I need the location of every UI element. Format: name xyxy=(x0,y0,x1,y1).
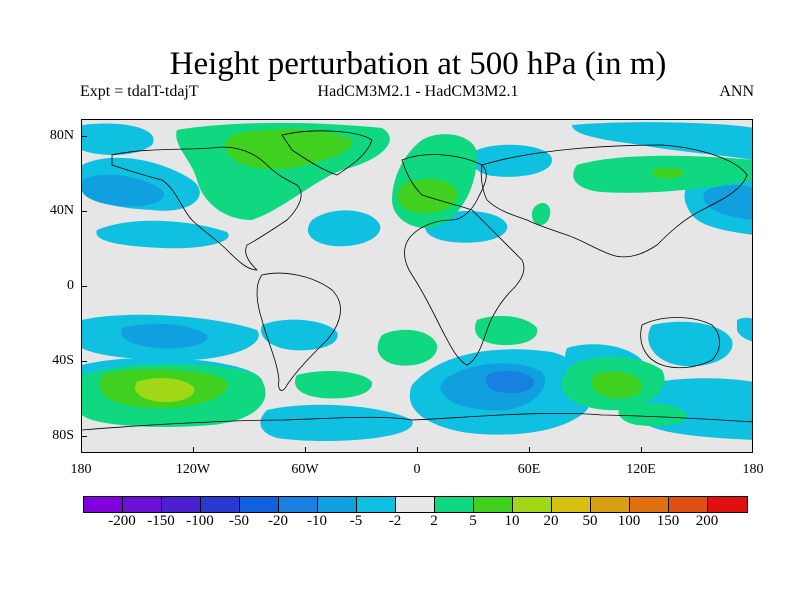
region xyxy=(485,370,535,394)
region xyxy=(737,317,752,342)
lat-label-80n: 80N xyxy=(49,128,74,143)
lat-label-80s: 80S xyxy=(52,428,74,443)
region xyxy=(591,371,643,399)
colorbar-swatch xyxy=(279,497,318,512)
south-america-coast xyxy=(256,272,341,391)
region xyxy=(121,323,208,349)
region xyxy=(96,220,229,249)
colorbar-label: 20 xyxy=(543,513,559,529)
lat-label-eq: 0 xyxy=(67,278,74,293)
lon-tick xyxy=(641,447,642,453)
greenland-coast xyxy=(281,130,373,176)
region xyxy=(134,378,195,403)
colorbar-swatch xyxy=(123,497,162,512)
lat-tick xyxy=(81,361,87,362)
lat-tick xyxy=(81,211,87,212)
region xyxy=(82,123,154,155)
lon-label-120e: 120E xyxy=(626,462,656,477)
region xyxy=(82,174,164,207)
lon-label-60e: 60E xyxy=(517,462,541,477)
region xyxy=(261,319,338,351)
asia-coast xyxy=(480,144,748,258)
contour-field xyxy=(82,122,752,441)
lon-tick xyxy=(529,447,530,453)
colorbar-swatch xyxy=(591,497,630,512)
region xyxy=(703,185,752,220)
colorbar-label: 2 xyxy=(430,513,438,529)
colorbar-label: 200 xyxy=(695,513,719,529)
colorbar-swatch xyxy=(513,497,552,512)
colorbar-label: -20 xyxy=(268,513,288,529)
colorbar-swatch xyxy=(396,497,435,512)
colorbar-swatch xyxy=(474,497,513,512)
lon-label-120w: 120W xyxy=(175,462,211,477)
lat-label-40s: 40S xyxy=(52,353,74,368)
lat-tick xyxy=(81,436,87,437)
lon-tick xyxy=(417,447,418,453)
lat-label-40n: 40N xyxy=(49,203,74,218)
region xyxy=(648,321,733,367)
lon-tick xyxy=(305,447,306,453)
colorbar-label: 5 xyxy=(469,513,477,529)
north-america-coast xyxy=(111,146,302,271)
colorbar-swatch xyxy=(240,497,279,512)
region xyxy=(652,167,684,179)
colorbar-label: -10 xyxy=(307,513,327,529)
region xyxy=(474,315,538,346)
europe-africa-coast xyxy=(401,154,525,366)
lon-tick xyxy=(193,447,194,453)
colorbar-label: -5 xyxy=(349,513,363,529)
colorbar xyxy=(83,496,748,513)
colorbar-label: -50 xyxy=(229,513,249,529)
colorbar-label: 150 xyxy=(656,513,680,529)
model-label: HadCM3M2.1 - HadCM3M2.1 xyxy=(317,83,519,100)
lon-label-60w: 60W xyxy=(291,462,319,477)
colorbar-swatch xyxy=(318,497,357,512)
lat-tick xyxy=(81,136,87,137)
colorbar-label: -2 xyxy=(388,513,402,529)
colorbar-swatch xyxy=(630,497,669,512)
region xyxy=(225,128,353,170)
season-label: ANN xyxy=(719,83,754,100)
colorbar-label: -100 xyxy=(186,513,214,529)
region xyxy=(260,404,413,441)
region xyxy=(572,122,752,160)
region xyxy=(531,203,551,226)
plot-title: Height perturbation at 500 hPa (in m) xyxy=(169,46,667,82)
colorbar-swatch xyxy=(669,497,708,512)
colorbar-swatch xyxy=(552,497,591,512)
colorbar-label: 10 xyxy=(504,513,520,529)
map-panel xyxy=(81,119,753,453)
colorbar-label: -150 xyxy=(147,513,175,529)
colorbar-swatch xyxy=(84,497,123,512)
australia-coast xyxy=(640,317,720,369)
colorbar-swatch xyxy=(708,497,747,512)
coastlines xyxy=(82,130,752,431)
colorbar-swatch xyxy=(201,497,240,512)
colorbar-label: 50 xyxy=(582,513,598,529)
region xyxy=(294,370,373,399)
colorbar-swatch xyxy=(162,497,201,512)
colorbar-label: -200 xyxy=(108,513,136,529)
colorbar-swatch xyxy=(357,497,396,512)
region xyxy=(471,144,552,177)
region xyxy=(307,210,381,247)
experiment-label: Expt = tdalT-tdajT xyxy=(80,83,199,100)
lat-tick xyxy=(81,286,87,287)
lon-label-180e: 180 xyxy=(742,462,764,477)
lon-label-180w: 180 xyxy=(70,462,92,477)
region xyxy=(377,329,438,366)
lon-label-0: 0 xyxy=(413,462,421,477)
antarctica-coast xyxy=(82,412,752,431)
region xyxy=(397,179,458,214)
colorbar-swatch xyxy=(435,497,474,512)
region xyxy=(618,403,688,427)
colorbar-label: 100 xyxy=(617,513,641,529)
